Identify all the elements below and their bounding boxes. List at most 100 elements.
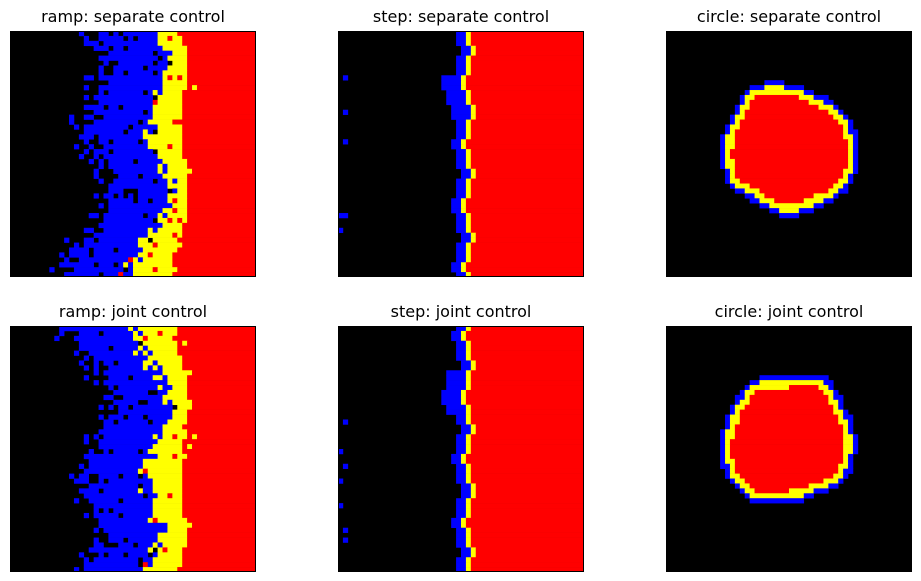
- heatmap-cell: [848, 154, 854, 160]
- heatmap-cell: [93, 527, 99, 533]
- heatmap-cell: [470, 149, 584, 155]
- heatmap-cell: [157, 124, 183, 130]
- heatmap-cell: [88, 213, 99, 219]
- heatmap-cell: [88, 449, 94, 455]
- heatmap-cell: [734, 158, 849, 165]
- heatmap-cell: [103, 488, 139, 494]
- heatmap-cell: [177, 208, 188, 214]
- heatmap-cell: [157, 547, 163, 553]
- heatmap-cell: [465, 65, 472, 71]
- heatmap-cell: [456, 345, 467, 351]
- heatmap-cell: [823, 380, 834, 386]
- heatmap-cell: [813, 193, 834, 199]
- heatmap-cell: [152, 99, 158, 106]
- heatmap-cell: [98, 31, 109, 37]
- heatmap-cell: [137, 237, 149, 243]
- heatmap-cell: [108, 163, 158, 170]
- heatmap-cell: [725, 458, 736, 465]
- heatmap-cell: [98, 55, 158, 61]
- heatmap-cell: [720, 149, 726, 155]
- heatmap-cell: [843, 424, 849, 430]
- heatmap-cell: [157, 542, 163, 548]
- heatmap-cell: [83, 434, 90, 440]
- heatmap-cell: [98, 158, 104, 165]
- heatmap-cell: [93, 355, 149, 361]
- heatmap-cell: [739, 109, 746, 115]
- heatmap-cell: [187, 213, 256, 219]
- heatmap-cell: [167, 389, 188, 396]
- heatmap-cell: [451, 203, 462, 209]
- heatmap-cell: [470, 424, 477, 430]
- heatmap-cell: [465, 463, 472, 469]
- heatmap-cell: [147, 562, 153, 568]
- heatmap-cell: [813, 203, 824, 209]
- heatmap-cell: [451, 330, 462, 337]
- heatmap-cell: [475, 237, 584, 243]
- heatmap-cell: [93, 109, 144, 115]
- heatmap-cell: [142, 567, 178, 572]
- heatmap-cell: [182, 512, 256, 519]
- heatmap-cell: [838, 109, 844, 115]
- heatmap-cell: [113, 45, 124, 51]
- heatmap-cell: [162, 75, 168, 81]
- heatmap-cell: [461, 80, 467, 86]
- heatmap-cell: [843, 129, 849, 135]
- heatmap-cell: [123, 272, 134, 277]
- heatmap-cell: [98, 404, 104, 410]
- heatmap-cell: [475, 424, 584, 430]
- heatmap-cell: [734, 139, 849, 145]
- heatmap-cell: [470, 129, 584, 135]
- heatmap-cell: [133, 272, 173, 277]
- heatmap-cell: [123, 394, 163, 401]
- heatmap-cell: [182, 552, 256, 558]
- heatmap-cell: [108, 80, 163, 86]
- heatmap-cell: [461, 552, 472, 558]
- heatmap-cell: [152, 365, 158, 371]
- heatmap-cell: [162, 399, 168, 406]
- heatmap-cell: [103, 213, 144, 219]
- heatmap-cell: [470, 188, 584, 194]
- heatmap-cell: [142, 468, 149, 474]
- heatmap-cell: [456, 468, 467, 474]
- heatmap-cell: [446, 370, 467, 376]
- heatmap-cell: [157, 178, 168, 184]
- heatmap-cell: [177, 345, 256, 351]
- heatmap-cell: [147, 144, 168, 150]
- heatmap-cell: [128, 267, 134, 273]
- heatmap-cell: [157, 453, 173, 460]
- heatmap-cell: [182, 488, 256, 494]
- heatmap-cell: [93, 542, 104, 548]
- heatmap-cell: [342, 109, 349, 115]
- heatmap-cell: [446, 409, 467, 415]
- heatmap-cell: [465, 60, 472, 66]
- heatmap-cell: [147, 227, 153, 234]
- heatmap-cell: [456, 508, 467, 514]
- heatmap-cell: [764, 193, 814, 199]
- heatmap-cell: [83, 149, 90, 155]
- heatmap-cell: [177, 237, 256, 243]
- heatmap-cell: [147, 365, 153, 371]
- heatmap-cell: [843, 124, 849, 130]
- heatmap-cell: [833, 394, 844, 401]
- heatmap-cell: [744, 389, 755, 396]
- heatmap-cell: [128, 552, 149, 558]
- heatmap-cell: [152, 237, 178, 243]
- heatmap-cell: [833, 404, 839, 410]
- heatmap-cell: [172, 453, 178, 460]
- heatmap-cell: [754, 94, 800, 101]
- heatmap-cell: [470, 134, 584, 140]
- heatmap-cell: [182, 109, 256, 115]
- heatmap-cell: [157, 532, 188, 538]
- heatmap-cell: [465, 40, 472, 47]
- heatmap-cell: [187, 389, 256, 396]
- heatmap-cell: [118, 409, 173, 415]
- heatmap-cell: [725, 178, 731, 184]
- heatmap-cell: [187, 85, 193, 91]
- heatmap-cell: [108, 404, 114, 410]
- heatmap-cell: [187, 183, 256, 189]
- heatmap-cell: [128, 262, 134, 268]
- heatmap-cell: [803, 90, 814, 96]
- heatmap-cell: [833, 104, 839, 111]
- heatmap-cell: [118, 542, 134, 548]
- heatmap-cell: [456, 257, 467, 263]
